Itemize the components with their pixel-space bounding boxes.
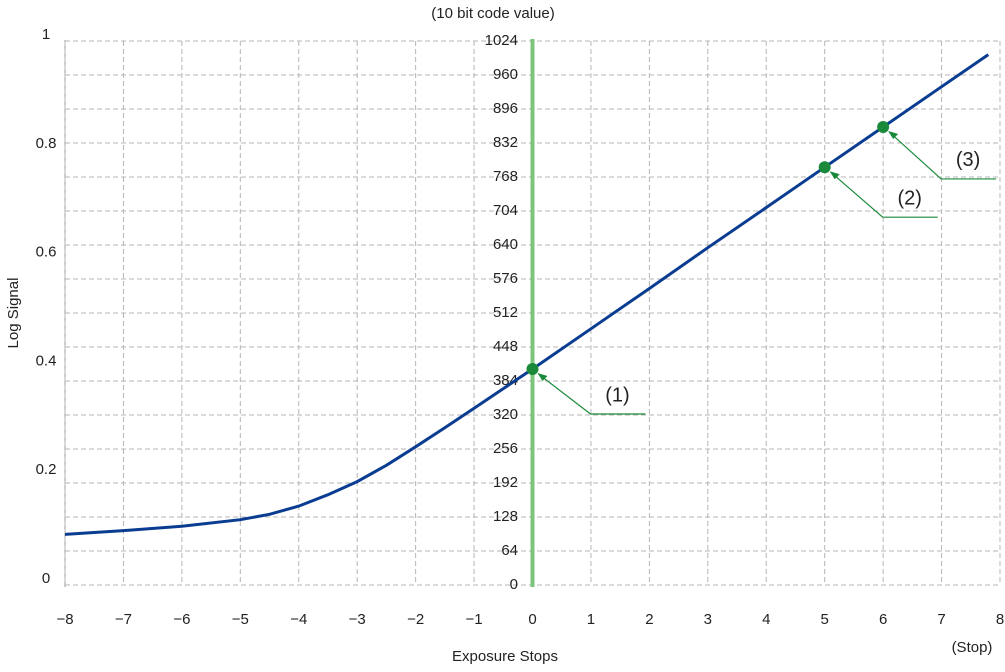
leader-line xyxy=(830,171,938,218)
y-tick-label: 0.6 xyxy=(36,244,57,261)
x-tick-label: 5 xyxy=(821,611,829,628)
y2-axis-title: (10 bit code value) xyxy=(431,5,554,22)
x-tick-label: −8 xyxy=(56,611,73,628)
y2-tick-label: 320 xyxy=(493,406,518,423)
x-tick-label: 8 xyxy=(996,611,1004,628)
y2-tick-label: 704 xyxy=(493,202,518,219)
y2-tick-label: 256 xyxy=(493,440,518,457)
arrow-head xyxy=(888,130,899,139)
point-label: (1) xyxy=(605,384,629,406)
x-tick-label: 0 xyxy=(528,611,536,628)
x-tick-label: 3 xyxy=(704,611,712,628)
x-tick-label: 6 xyxy=(879,611,887,628)
y-tick-label: 0.8 xyxy=(36,135,57,152)
y2-tick-label: 960 xyxy=(493,66,518,83)
y-axis-title: Log Signal xyxy=(5,278,22,349)
y2-tick-label: 576 xyxy=(493,270,518,287)
x-axis-unit: (Stop) xyxy=(952,639,993,656)
y2-tick-label: 0 xyxy=(510,576,518,593)
point xyxy=(526,363,539,376)
x-tick-label: −5 xyxy=(232,611,249,628)
point-label: (3) xyxy=(956,149,980,171)
leader-line xyxy=(888,131,997,180)
y-tick-label: 0.4 xyxy=(36,352,57,369)
y2-tick-label: 448 xyxy=(493,338,518,355)
x-tick-label: 2 xyxy=(645,611,653,628)
y-tick-label: 0.2 xyxy=(36,461,57,478)
x-tick-label: −6 xyxy=(173,611,190,628)
y2-tick-label: 896 xyxy=(493,100,518,117)
arrow-head xyxy=(537,373,548,382)
y2-tick-label: 128 xyxy=(493,508,518,525)
x-tick-label: −3 xyxy=(349,611,366,628)
point xyxy=(818,161,831,174)
y2-tick-label: 832 xyxy=(493,134,518,151)
x-axis-title: Exposure Stops xyxy=(452,648,558,665)
x-tick-label: 4 xyxy=(762,611,770,628)
arrow-head xyxy=(829,171,840,180)
x-tick-label: 7 xyxy=(937,611,945,628)
x-tick-label: −4 xyxy=(290,611,307,628)
y-tick-label: 1 xyxy=(42,26,50,43)
y2-tick-label: 1024 xyxy=(485,32,518,49)
point xyxy=(877,120,890,133)
x-tick-label: −7 xyxy=(115,611,132,628)
y2-tick-label: 192 xyxy=(493,474,518,491)
y2-tick-label: 768 xyxy=(493,168,518,185)
y2-tick-label: 640 xyxy=(493,236,518,253)
x-tick-label: −2 xyxy=(407,611,424,628)
x-tick-label: −1 xyxy=(466,611,483,628)
leader-line xyxy=(538,373,646,415)
y2-tick-label: 512 xyxy=(493,304,518,321)
line xyxy=(64,53,990,536)
y2-tick-label: 64 xyxy=(501,542,518,559)
y-tick-label: 0 xyxy=(42,570,50,587)
x-tick-label: 1 xyxy=(587,611,595,628)
point-label: (2) xyxy=(897,187,921,209)
